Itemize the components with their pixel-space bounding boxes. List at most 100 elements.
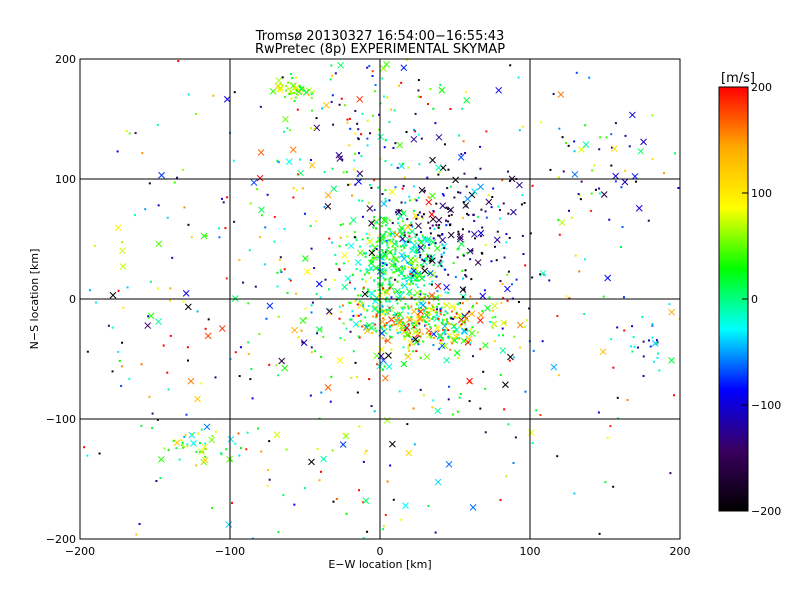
data-point-dot — [182, 445, 185, 448]
data-point-dot — [183, 206, 186, 209]
data-point-dot — [387, 246, 390, 249]
data-point-cross — [383, 289, 391, 296]
data-point-dot — [378, 283, 381, 286]
data-point-dot — [372, 226, 375, 229]
data-point-dot — [354, 109, 357, 112]
data-point-dot — [383, 324, 386, 327]
data-point-dot — [568, 297, 571, 300]
data-point-dot — [371, 220, 374, 223]
data-point-dot — [449, 107, 452, 110]
data-point-dot — [328, 288, 331, 291]
data-point-dot — [389, 232, 392, 235]
data-point-dot — [322, 335, 325, 338]
data-point-cross — [449, 336, 457, 344]
data-point-dot — [409, 199, 412, 202]
data-point-dot — [231, 501, 234, 504]
data-point-dot — [374, 289, 377, 292]
data-point-cross — [273, 431, 281, 439]
data-point-dot — [450, 310, 453, 313]
data-point-dot — [186, 346, 189, 349]
data-point-dot — [390, 108, 393, 111]
data-point-cross — [438, 86, 446, 94]
data-point-dot — [619, 245, 622, 248]
data-point-dot — [598, 148, 601, 151]
data-point-cross — [434, 478, 442, 486]
data-point-cross — [324, 384, 332, 391]
data-point-dot — [457, 230, 460, 233]
data-point-dot — [187, 93, 190, 96]
data-point-dot — [380, 261, 383, 264]
x-tick-label: 0 — [377, 545, 384, 558]
data-point-cross — [182, 290, 190, 297]
data-point-dot — [418, 239, 421, 242]
data-point-dot — [147, 315, 150, 318]
data-point-dot — [384, 251, 387, 254]
data-point-dot — [401, 210, 404, 213]
data-point-dot — [225, 448, 228, 451]
data-point-dot — [438, 223, 441, 226]
data-point-dot — [310, 304, 313, 307]
data-point-dot — [385, 308, 388, 311]
data-point-dot — [385, 239, 388, 242]
data-point-dot — [678, 318, 680, 321]
data-point-dot — [392, 238, 395, 241]
data-point-dot — [598, 187, 601, 190]
data-point-cross — [341, 252, 348, 259]
data-point-cross — [434, 282, 442, 290]
data-point-dot — [494, 315, 497, 318]
data-point-dot — [204, 447, 207, 450]
data-point-dot — [361, 112, 364, 115]
data-point-dot — [414, 235, 417, 238]
data-point-cross — [291, 326, 298, 334]
data-point-dot — [397, 208, 400, 211]
data-point-dot — [375, 330, 378, 333]
data-point-dot — [444, 322, 447, 325]
data-point-dot — [386, 244, 389, 247]
data-point-dot — [443, 247, 446, 250]
data-point-dot — [397, 217, 400, 220]
colorbar-ticks: 200 100 0 −100 −200 — [742, 81, 781, 518]
data-point-dot — [420, 137, 423, 140]
data-point-dot — [415, 350, 418, 353]
data-point-dot — [447, 329, 450, 332]
data-point-dot — [409, 262, 412, 265]
data-point-cross — [341, 283, 349, 291]
data-point-dot — [445, 219, 448, 222]
data-point-dot — [445, 224, 448, 227]
data-point-cross — [371, 305, 378, 313]
data-point-dot — [303, 487, 306, 490]
data-point-dot — [190, 433, 193, 436]
data-point-dot — [433, 227, 436, 230]
data-point-dot — [251, 397, 254, 400]
data-point-dot — [357, 128, 360, 131]
data-point-dot — [441, 339, 444, 342]
data-point-cross — [410, 135, 418, 143]
data-point-dot — [417, 314, 420, 317]
data-point-dot — [394, 142, 397, 145]
data-point-cross — [339, 441, 347, 448]
data-point-dot — [393, 109, 396, 112]
data-point-dot — [205, 234, 208, 237]
data-point-dot — [400, 201, 403, 204]
data-point-dot — [365, 268, 368, 271]
data-point-dot — [384, 230, 387, 233]
data-point-dot — [610, 133, 613, 136]
data-point-dot — [462, 140, 465, 143]
data-point-cross — [356, 95, 364, 103]
data-point-dot — [429, 87, 432, 90]
data-point-dot — [315, 117, 318, 120]
data-point-dot — [458, 134, 461, 137]
data-point-dot — [339, 236, 342, 239]
data-point-dot — [373, 410, 376, 413]
data-point-dot — [329, 400, 332, 403]
data-point-dot — [381, 282, 384, 285]
data-point-dot — [429, 336, 432, 339]
data-point-dot — [141, 152, 144, 155]
data-point-dot — [418, 251, 421, 254]
data-point-cross — [377, 133, 384, 141]
data-point-dot — [182, 168, 185, 171]
data-point-dot — [491, 309, 494, 312]
data-point-dot — [357, 335, 360, 338]
data-point-cross — [631, 173, 639, 180]
data-point-dot — [606, 436, 609, 439]
